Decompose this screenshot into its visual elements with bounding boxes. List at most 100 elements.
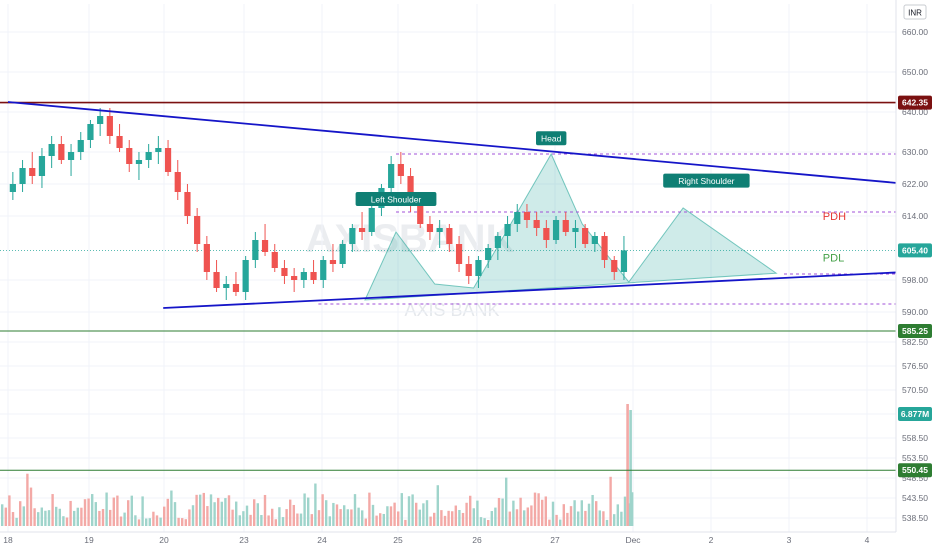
volume-bar	[134, 515, 137, 526]
candle[interactable]	[135, 160, 143, 164]
trendline-lower[interactable]	[163, 269, 932, 309]
candle[interactable]	[552, 220, 560, 240]
volume-bar	[386, 506, 389, 526]
candle[interactable]	[300, 272, 307, 280]
volume-bar	[317, 510, 321, 526]
candle[interactable]	[407, 176, 414, 204]
candle[interactable]	[504, 224, 511, 236]
price-tag[interactable]	[898, 243, 932, 258]
candle[interactable]	[514, 212, 521, 224]
volume-bar	[393, 502, 396, 526]
candle[interactable]	[475, 260, 482, 276]
candle[interactable]	[48, 144, 55, 156]
candle[interactable]	[145, 152, 152, 160]
candle[interactable]	[213, 272, 220, 288]
candle[interactable]	[194, 216, 201, 244]
candle[interactable]	[426, 224, 434, 232]
volume-bar	[249, 514, 252, 526]
candle[interactable]	[87, 124, 94, 140]
candle[interactable]	[155, 148, 162, 152]
volume-bar	[526, 507, 529, 526]
candle[interactable]	[9, 184, 16, 192]
candle[interactable]	[203, 244, 210, 272]
volume-bar	[321, 494, 324, 526]
candle[interactable]	[485, 248, 492, 260]
candle[interactable]	[436, 228, 443, 232]
candle[interactable]	[465, 264, 472, 276]
candle[interactable]	[368, 208, 375, 232]
candle[interactable]	[77, 140, 84, 152]
candle[interactable]	[106, 116, 113, 136]
volume-bar	[44, 510, 47, 526]
annotation-label: PDH	[823, 211, 846, 223]
candle[interactable]	[126, 148, 133, 164]
candle[interactable]	[116, 136, 123, 148]
candle[interactable]	[572, 228, 579, 232]
candle[interactable]	[397, 164, 404, 176]
time-tick-label: 3	[787, 535, 792, 545]
annotation-badge[interactable]	[663, 173, 750, 188]
candle[interactable]	[281, 268, 288, 276]
candle[interactable]	[591, 236, 598, 244]
candle[interactable]	[339, 244, 346, 264]
volume-bar	[141, 496, 144, 526]
annotation-label: Right Shoulder	[678, 176, 734, 186]
candle[interactable]	[261, 240, 269, 252]
candle[interactable]	[252, 240, 259, 260]
candle[interactable]	[523, 212, 531, 220]
candle[interactable]	[329, 260, 337, 264]
volume-bar	[451, 511, 454, 526]
price-tag[interactable]	[898, 407, 932, 421]
candle[interactable]	[543, 228, 550, 240]
price-axis[interactable]	[896, 0, 932, 550]
time-tick-label: 20	[159, 535, 169, 545]
candle[interactable]	[242, 260, 249, 292]
volume-bar	[361, 510, 364, 526]
candle[interactable]	[29, 168, 36, 176]
candle[interactable]	[494, 236, 501, 248]
candle[interactable]	[320, 260, 327, 280]
candle[interactable]	[67, 152, 75, 160]
price-tick-label: 538.50	[902, 513, 928, 523]
candle[interactable]	[232, 284, 240, 292]
candle[interactable]	[184, 192, 191, 216]
candle[interactable]	[349, 228, 356, 244]
price-tag[interactable]	[898, 324, 932, 338]
candle[interactable]	[19, 168, 26, 184]
candle[interactable]	[174, 172, 181, 192]
candle[interactable]	[223, 284, 230, 288]
annotation-badge[interactable]	[355, 192, 437, 206]
volume-bar	[242, 511, 245, 526]
candle[interactable]	[271, 252, 278, 268]
annotation-badge[interactable]	[536, 131, 567, 146]
candle[interactable]	[310, 272, 317, 280]
candle[interactable]	[164, 148, 172, 172]
candle[interactable]	[38, 156, 46, 176]
candle[interactable]	[582, 228, 589, 244]
trendline-upper[interactable]	[7, 101, 932, 188]
volume-bar	[173, 502, 177, 526]
candle[interactable]	[291, 276, 298, 280]
candle[interactable]	[455, 244, 463, 264]
volume-bar	[429, 516, 432, 526]
candle[interactable]	[97, 116, 104, 124]
candle[interactable]	[601, 236, 608, 260]
price-tag[interactable]	[898, 463, 932, 478]
price-tag[interactable]	[898, 95, 932, 110]
candle[interactable]	[620, 250, 628, 272]
candle[interactable]	[358, 228, 366, 232]
volume-bar	[422, 503, 425, 526]
candle[interactable]	[417, 204, 424, 224]
candle[interactable]	[533, 220, 540, 228]
candle[interactable]	[446, 228, 453, 244]
candle[interactable]	[388, 164, 395, 188]
price-tick-label: 614.00	[902, 211, 928, 221]
candle[interactable]	[562, 220, 569, 232]
currency-badge[interactable]	[903, 4, 927, 20]
candle[interactable]	[611, 260, 618, 272]
volume-bar	[289, 499, 292, 526]
candle[interactable]	[58, 144, 65, 160]
time-axis[interactable]	[0, 532, 932, 550]
